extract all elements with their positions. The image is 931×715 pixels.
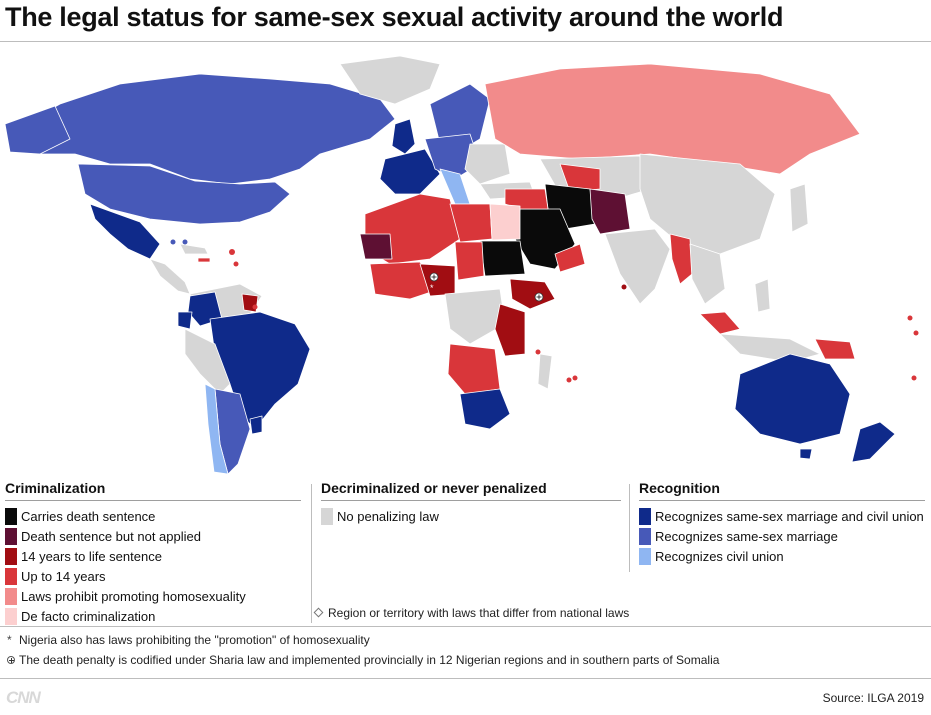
legend-item-marriage-civil: Recognizes same-sex marriage and civil u…	[639, 506, 925, 526]
swatch-civil-union	[639, 547, 651, 565]
bottom-divider	[0, 678, 931, 679]
footnote-plus-text: The death penalty is codified under Shar…	[19, 653, 720, 667]
region-uruguay	[249, 415, 263, 435]
title-divider	[0, 41, 931, 42]
legend-recognition: Recognition Recognizes same-sex marriage…	[639, 480, 925, 566]
legend-label: Carries death sentence	[21, 508, 156, 524]
region-madagascar	[537, 353, 553, 390]
region-greenland	[339, 55, 441, 105]
region-japan	[789, 183, 809, 233]
asterisk-icon: *	[7, 633, 12, 647]
swatch-no-law	[321, 507, 333, 525]
swatch-marriage	[639, 527, 651, 545]
region-uk	[391, 118, 416, 155]
island-markers	[170, 239, 919, 383]
region-chad	[454, 241, 485, 281]
region-yemen-oman	[554, 243, 586, 273]
legend-label: Recognizes same-sex marriage and civil u…	[655, 508, 924, 524]
legend-recognition-items: Recognizes same-sex marriage and civil u…	[639, 501, 925, 566]
region-eastern-europe	[464, 143, 511, 185]
swatch-de-facto	[5, 607, 17, 625]
region-tasmania	[799, 448, 813, 460]
legend-label: Recognizes same-sex marriage	[655, 528, 838, 544]
region-india	[604, 228, 671, 305]
footnote-asterisk-text: Nigeria also has laws prohibiting the "p…	[19, 633, 370, 647]
legend-item-promotion: Laws prohibit promoting homosexuality	[5, 586, 301, 606]
legend-item-life: 14 years to life sentence	[5, 546, 301, 566]
world-map: *	[4, 55, 919, 474]
legend-label: No penalizing law	[337, 508, 439, 524]
legend-item-civil-union: Recognizes civil union	[639, 546, 925, 566]
legend-item-up-to-14: Up to 14 years	[5, 566, 301, 586]
region-turkmenistan-uzbek	[559, 163, 601, 193]
region-new-zealand	[851, 421, 896, 463]
legend-decriminalized-items: No penalizing law	[321, 501, 621, 526]
region-philippines	[754, 278, 771, 313]
swatch-promotion	[5, 587, 17, 605]
swatch-death-not-applied	[5, 527, 17, 545]
region-note-text: Region or territory with laws that diffe…	[328, 606, 630, 620]
region-myanmar	[669, 233, 693, 285]
legend-decriminalized-heading: Decriminalized or never penalized	[321, 480, 621, 501]
source-credit: Source: ILGA 2019	[822, 691, 924, 705]
nigeria-asterisk: *	[430, 283, 434, 293]
swatch-marriage-civil	[639, 507, 651, 525]
region-central-america	[149, 258, 191, 295]
footnote-plus: The death penalty is codified under Shar…	[7, 653, 719, 667]
region-mauritania	[359, 233, 393, 260]
plus-circle-icon	[7, 656, 15, 664]
diamond-icon	[313, 607, 324, 618]
legend-separator-1	[311, 484, 312, 623]
swatch-up-to-14	[5, 567, 17, 585]
region-malaysia	[699, 311, 741, 335]
region-central-africa	[444, 288, 506, 345]
legend-criminalization: Criminalization Carries death sentence D…	[5, 480, 301, 626]
region-alaska	[4, 105, 71, 155]
legend-label: Death sentence but not applied	[21, 528, 201, 544]
region-iraq-syria	[504, 188, 549, 210]
footnote-asterisk: * Nigeria also has laws prohibiting the "…	[7, 633, 370, 647]
region-png	[814, 338, 856, 360]
region-usa	[77, 163, 291, 225]
region-australia	[734, 353, 851, 445]
region-chile	[204, 383, 229, 474]
region-afghanistan-pakistan	[589, 188, 631, 235]
cnn-logo: CNN	[6, 688, 41, 707]
legend-label: Recognizes civil union	[655, 548, 784, 564]
legend-item-death-not-applied: Death sentence but not applied	[5, 526, 301, 546]
legend-criminalization-heading: Criminalization	[5, 480, 301, 501]
legend-separator-2	[629, 484, 630, 572]
legend-item-de-facto: De facto criminalization	[5, 606, 301, 626]
region-russia	[484, 63, 861, 175]
region-caribbean-1	[179, 243, 209, 255]
region-ecuador	[177, 311, 193, 330]
legend-recognition-heading: Recognition	[639, 480, 925, 501]
region-indochina	[689, 243, 726, 305]
region-sudan	[479, 240, 526, 277]
legend-label: Up to 14 years	[21, 568, 106, 584]
legend-decriminalized: Decriminalized or never penalized No pen…	[321, 480, 621, 526]
region-ethiopia-somalia	[509, 278, 556, 310]
region-east-africa	[494, 303, 526, 357]
swatch-death	[5, 507, 17, 525]
region-canada	[9, 73, 396, 185]
region-egypt	[489, 203, 521, 241]
map-title: The legal status for same-sex sexual act…	[5, 2, 784, 32]
legend-label: 14 years to life sentence	[21, 548, 162, 564]
swatch-life	[5, 547, 17, 565]
legend-item-death: Carries death sentence	[5, 506, 301, 526]
footnote-divider	[0, 626, 931, 627]
legend-item-marriage: Recognizes same-sex marriage	[639, 526, 925, 546]
region-south-africa	[459, 388, 511, 430]
region-mexico	[89, 203, 161, 260]
legend-criminalization-items: Carries death sentence Death sentence bu…	[5, 501, 301, 626]
sharia-plus-markers	[429, 272, 544, 302]
legend-label: De facto criminalization	[21, 608, 156, 624]
region-note: Region or territory with laws that diffe…	[313, 606, 630, 620]
legend-item-no-law: No penalizing law	[321, 506, 621, 526]
legend-label: Laws prohibit promoting homosexuality	[21, 588, 246, 604]
region-angola-zambia	[447, 343, 501, 395]
region-jamaica	[197, 257, 211, 263]
